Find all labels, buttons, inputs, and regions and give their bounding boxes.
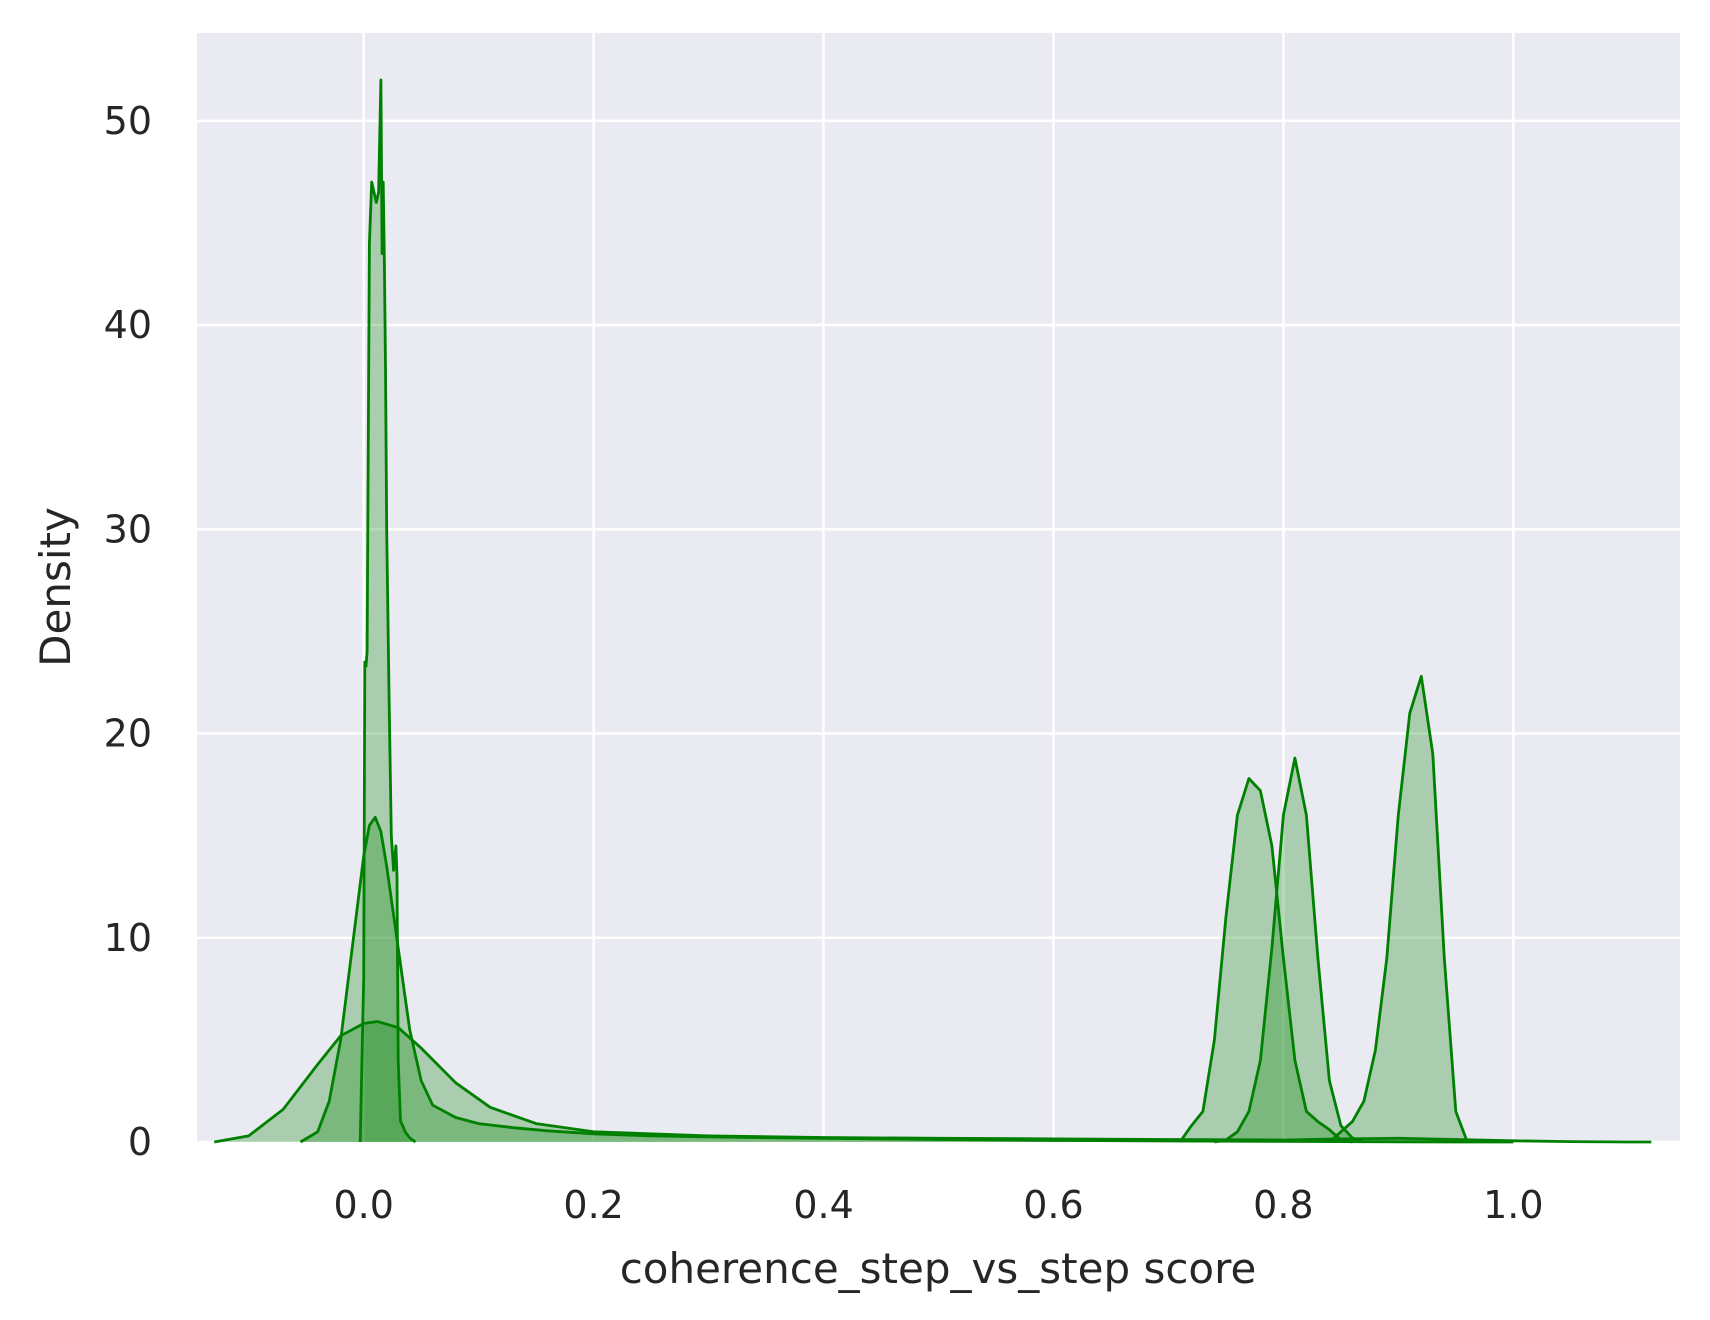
y-tick-label: 30: [104, 507, 152, 551]
gridlines: [197, 33, 1680, 1144]
kde-line-3: [358, 78, 417, 1144]
kde-line-2: [299, 815, 1514, 1144]
kde-area-6: [1329, 676, 1468, 1142]
kde-area-1: [214, 1021, 1652, 1142]
y-tick-label: 10: [104, 916, 152, 960]
y-tick-labels: 0 10 20 30 40 50: [104, 99, 152, 1164]
kde-area-5: [1214, 758, 1364, 1142]
x-axis-label: coherence_step_vs_step score: [620, 1244, 1257, 1293]
x-tick-label: 0.2: [563, 1183, 623, 1227]
x-tick-label: 1.0: [1483, 1183, 1543, 1227]
x-tick-labels: 0.0 0.2 0.4 0.6 0.8 1.0: [333, 1183, 1543, 1227]
y-tick-label: 20: [104, 712, 152, 756]
x-tick-label: 0.4: [793, 1183, 853, 1227]
kde-line-4: [1178, 777, 1353, 1144]
kde-line-1: [213, 1020, 1652, 1144]
y-tick-label: 40: [104, 303, 152, 347]
kde-area-4: [1179, 778, 1353, 1142]
x-tick-label: 0.8: [1253, 1183, 1313, 1227]
y-tick-label: 50: [104, 99, 152, 143]
kde-line-5: [1214, 756, 1365, 1144]
y-tick-label: 0: [128, 1120, 152, 1164]
x-tick-label: 0.0: [333, 1183, 393, 1227]
kde-series: [213, 78, 1652, 1144]
x-tick-label: 0.6: [1023, 1183, 1083, 1227]
y-axis-label: Density: [31, 507, 80, 667]
plot-background: [197, 33, 1680, 1142]
kde-area-2: [300, 817, 1514, 1142]
kde-line-6: [1328, 674, 1469, 1144]
